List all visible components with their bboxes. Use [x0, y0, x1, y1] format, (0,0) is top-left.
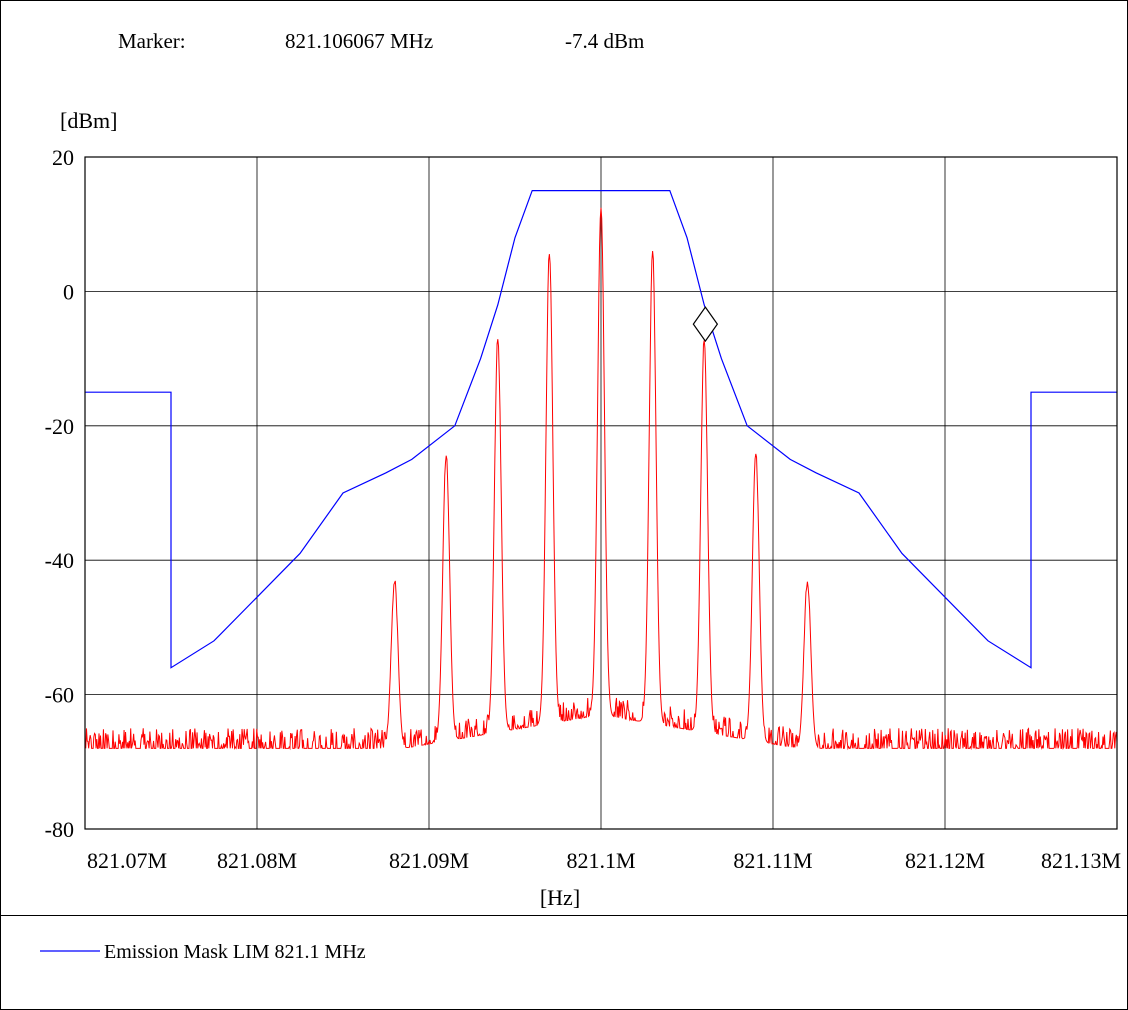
x-tick-label: 821.11M: [733, 848, 812, 873]
x-tick-label: 821.13M: [1041, 848, 1121, 873]
marker-diamond-icon[interactable]: [692, 306, 719, 343]
marker-frequency: 821.106067 MHz: [285, 29, 433, 53]
x-tick-label: 821.12M: [905, 848, 985, 873]
y-axis-label: [dBm]: [60, 108, 117, 133]
y-tick-label: -60: [45, 683, 74, 708]
y-tick-label: -80: [45, 817, 74, 842]
marker-level: -7.4 dBm: [565, 29, 644, 53]
y-tick-label: 20: [52, 145, 74, 170]
marker-label: Marker:: [118, 29, 186, 53]
plot-area: [84, 156, 1118, 830]
spectrum-trace: [84, 207, 1118, 751]
y-tick-labels: 20 0 -20 -40 -60 -80: [45, 145, 74, 842]
plot-border: [84, 156, 1118, 830]
y-tick-label: -40: [45, 548, 74, 573]
legend-label-emission-mask: Emission Mask LIM 821.1 MHz: [104, 941, 366, 963]
x-tick-label: 821.09M: [389, 848, 469, 873]
grid: [85, 157, 1117, 829]
x-tick-labels: 821.07M 821.08M 821.09M 821.1M 821.11M 821.12…: [87, 848, 1121, 873]
x-axis-label: [Hz]: [540, 885, 580, 910]
x-tick-label: 821.1M: [566, 848, 635, 873]
emission-mask-line: [85, 190, 1117, 669]
x-tick-label: 821.07M: [87, 848, 167, 873]
y-tick-label: 0: [63, 279, 74, 304]
x-tick-label: 821.08M: [217, 848, 297, 873]
y-tick-label: -20: [45, 414, 74, 439]
